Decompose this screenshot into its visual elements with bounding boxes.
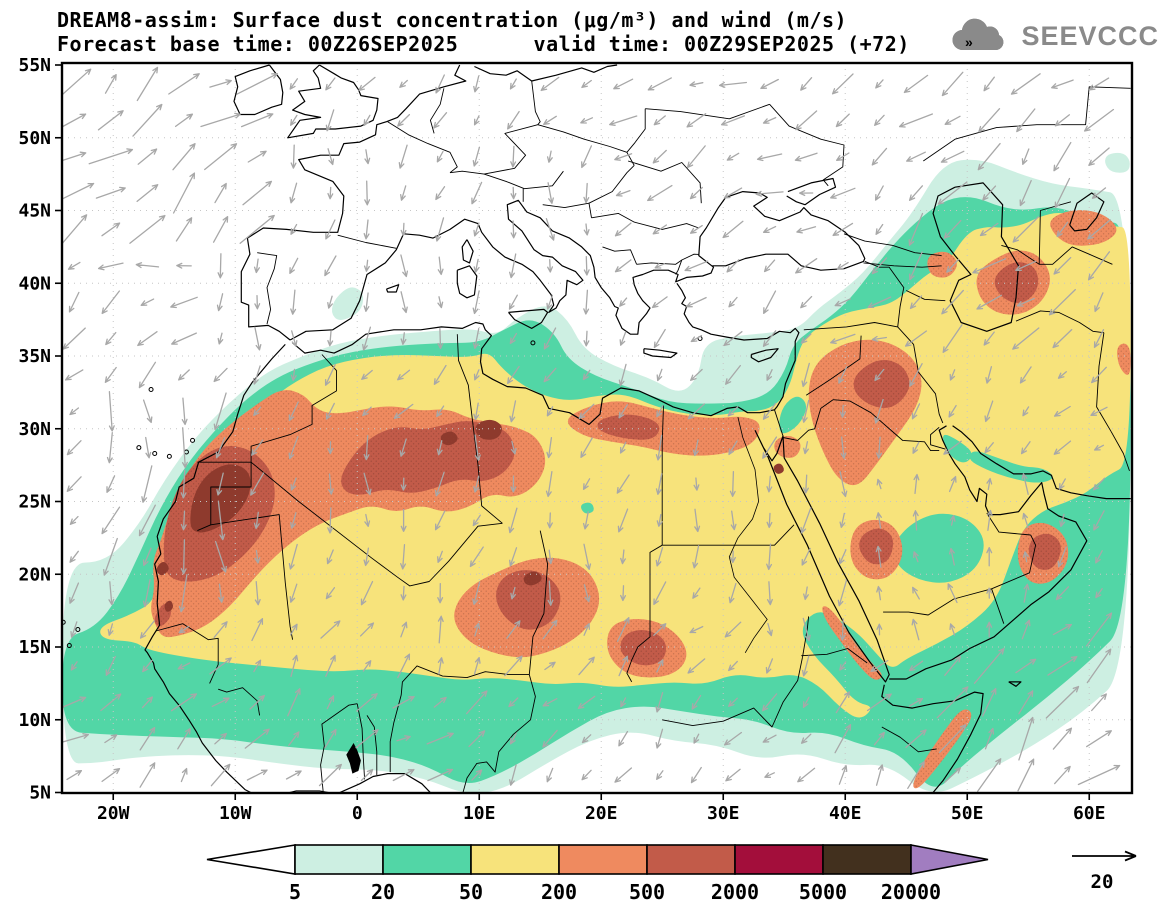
lon-tick-label: 10W <box>219 803 252 824</box>
lat-tick-label: 20N <box>18 564 51 585</box>
plot-title: DREAM8-assim: Surface dust concentration… <box>57 8 848 32</box>
wind-reference-label: 20 <box>1091 871 1114 893</box>
legend-value-label: 200 <box>541 880 577 904</box>
wind-reference: 20 <box>1072 850 1137 893</box>
svg-text:»: » <box>965 34 973 50</box>
lon-tick-label: 20E <box>585 803 618 824</box>
lat-tick-label: 40N <box>18 273 51 294</box>
legend-value-label: 20 <box>371 880 395 904</box>
lat-tick-label: 25N <box>18 492 51 513</box>
legend-value-label: 5000 <box>799 880 847 904</box>
seevccc-logo: » SEEVCCC <box>943 14 1159 58</box>
lon-tick-label: 60E <box>1073 803 1106 824</box>
lat-tick-label: 45N <box>18 201 51 222</box>
lat-tick-label: 10N <box>18 710 51 731</box>
lon-tick-label: 10E <box>463 803 496 824</box>
logo-text: SEEVCCC <box>1021 20 1159 51</box>
lon-tick-label: 40E <box>829 803 862 824</box>
lat-tick-label: 35N <box>18 346 51 367</box>
lat-tick-label: 55N <box>18 55 51 76</box>
legend-value-label: 500 <box>629 880 665 904</box>
lon-tick-label: 50E <box>951 803 984 824</box>
lat-tick-label: 30N <box>18 419 51 440</box>
lon-tick-label: 30E <box>707 803 740 824</box>
lat-tick-label: 50N <box>18 128 51 149</box>
lat-tick-label: 5N <box>29 783 51 804</box>
lon-tick-label: 0 <box>352 803 363 824</box>
lat-tick-label: 15N <box>18 637 51 658</box>
legend-value-label: 5 <box>289 880 301 904</box>
cloud-arrows-icon: » <box>952 18 1004 51</box>
legend-value-label: 20000 <box>881 880 941 904</box>
legend-value-label: 2000 <box>711 880 759 904</box>
plot-subtitle: Forecast base time: 00Z26SEP2025 valid t… <box>57 32 910 56</box>
colorbar-legend: 5 20 50 200 500 2000 5000 20000 <box>206 844 989 904</box>
legend-value-label: 50 <box>459 880 483 904</box>
lon-tick-label: 20W <box>97 803 130 824</box>
